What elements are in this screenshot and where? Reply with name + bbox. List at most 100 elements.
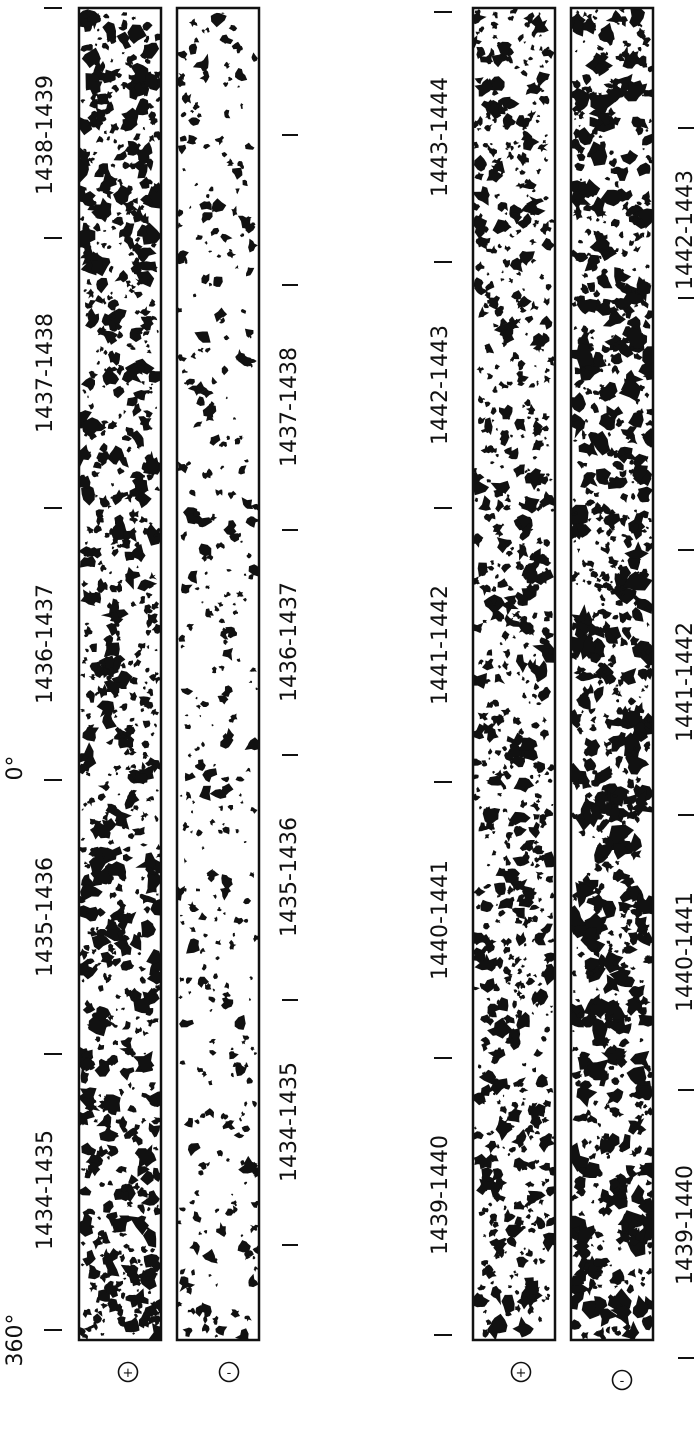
activity-patch xyxy=(148,103,155,109)
activity-patch xyxy=(541,237,555,251)
activity-patch xyxy=(214,605,220,612)
activity-patch xyxy=(111,84,119,93)
activity-patch xyxy=(595,540,600,545)
activity-patch xyxy=(531,29,539,38)
activity-patch xyxy=(180,531,187,541)
activity-patch xyxy=(629,1234,640,1246)
activity-patch xyxy=(194,1190,200,1196)
activity-patch xyxy=(503,1205,507,1211)
activity-patch xyxy=(222,912,226,915)
activity-patch xyxy=(202,1323,210,1334)
activity-patch xyxy=(251,503,259,512)
activity-patch xyxy=(502,649,511,659)
activity-patch xyxy=(83,802,88,807)
activity-patch xyxy=(529,300,539,311)
activity-patch xyxy=(127,1201,134,1208)
activity-patch xyxy=(488,103,502,120)
activity-patch xyxy=(134,1124,140,1133)
activity-patch xyxy=(501,342,508,348)
activity-patch xyxy=(571,417,580,422)
activity-patch xyxy=(586,872,591,877)
activity-patch xyxy=(525,977,536,986)
activity-patch xyxy=(647,715,653,724)
activity-patch xyxy=(118,456,129,468)
activity-patch xyxy=(630,1333,636,1338)
activity-patch xyxy=(571,711,582,725)
activity-patch xyxy=(535,1216,546,1230)
activity-patch xyxy=(138,416,152,431)
svg-text:-: - xyxy=(620,1374,625,1389)
activity-patch xyxy=(526,973,531,978)
activity-patch xyxy=(121,52,125,55)
activity-patch xyxy=(618,378,642,402)
plus-symbol: + xyxy=(117,1361,139,1383)
rotation-label: 1436-1437 xyxy=(277,582,302,702)
activity-patch xyxy=(495,427,499,431)
activity-patch xyxy=(485,884,492,889)
activity-patch xyxy=(506,151,514,160)
activity-patch xyxy=(205,1161,210,1167)
activity-patch xyxy=(187,381,205,396)
activity-patch xyxy=(125,765,131,771)
activity-patch xyxy=(627,932,638,946)
activity-patch xyxy=(197,112,202,118)
activity-patch xyxy=(516,153,524,160)
activity-patch xyxy=(636,892,653,914)
activity-patch xyxy=(626,1066,647,1086)
activity-patch xyxy=(588,1140,592,1145)
activity-patch xyxy=(551,804,554,807)
activity-patch xyxy=(490,1130,495,1135)
activity-patch xyxy=(127,833,135,840)
activity-patch xyxy=(201,273,210,285)
activity-patch xyxy=(610,352,623,365)
activity-patch xyxy=(532,1258,538,1265)
activity-patch xyxy=(612,460,624,471)
activity-patch xyxy=(228,77,233,82)
activity-patch xyxy=(618,901,636,912)
activity-patch xyxy=(203,933,208,938)
activity-patch xyxy=(179,1276,196,1292)
activity-patch xyxy=(473,469,485,485)
activity-patch xyxy=(634,303,639,308)
activity-patch xyxy=(113,216,124,226)
activity-patch xyxy=(516,543,529,561)
activity-patch xyxy=(599,571,607,578)
activity-patch xyxy=(619,1146,626,1153)
activity-patch xyxy=(502,770,512,780)
activity-patch xyxy=(215,1325,228,1336)
activity-patch xyxy=(150,1068,154,1071)
activity-patch xyxy=(621,305,635,319)
activity-patch xyxy=(500,937,512,948)
activity-patch xyxy=(100,1303,109,1309)
activity-patch xyxy=(510,434,513,438)
activity-patch xyxy=(230,1200,238,1207)
activity-patch xyxy=(141,816,145,822)
activity-patch xyxy=(180,111,187,118)
activity-patch xyxy=(528,701,531,704)
activity-patch xyxy=(116,31,132,50)
activity-patch xyxy=(607,1047,626,1063)
activity-patch xyxy=(598,882,605,891)
activity-patch xyxy=(97,163,112,178)
activity-patch xyxy=(504,1120,507,1123)
activity-patch xyxy=(179,914,184,917)
activity-patch xyxy=(476,1175,495,1196)
activity-patch xyxy=(485,822,493,831)
activity-patch xyxy=(645,129,649,132)
activity-patch xyxy=(625,1016,631,1023)
activity-patch xyxy=(201,963,207,971)
activity-patch xyxy=(240,103,244,109)
activity-patch xyxy=(644,956,653,964)
activity-patch xyxy=(97,578,108,592)
activity-patch xyxy=(511,1129,527,1148)
activity-patch xyxy=(89,99,98,109)
activity-patch xyxy=(120,116,136,131)
activity-patch xyxy=(500,317,508,326)
activity-patch xyxy=(153,131,161,141)
activity-patch xyxy=(118,413,122,419)
activity-patch xyxy=(220,233,233,243)
activity-patch xyxy=(527,1296,538,1307)
activity-patch xyxy=(229,939,237,950)
activity-patch xyxy=(493,1192,506,1203)
activity-patch xyxy=(197,976,209,988)
